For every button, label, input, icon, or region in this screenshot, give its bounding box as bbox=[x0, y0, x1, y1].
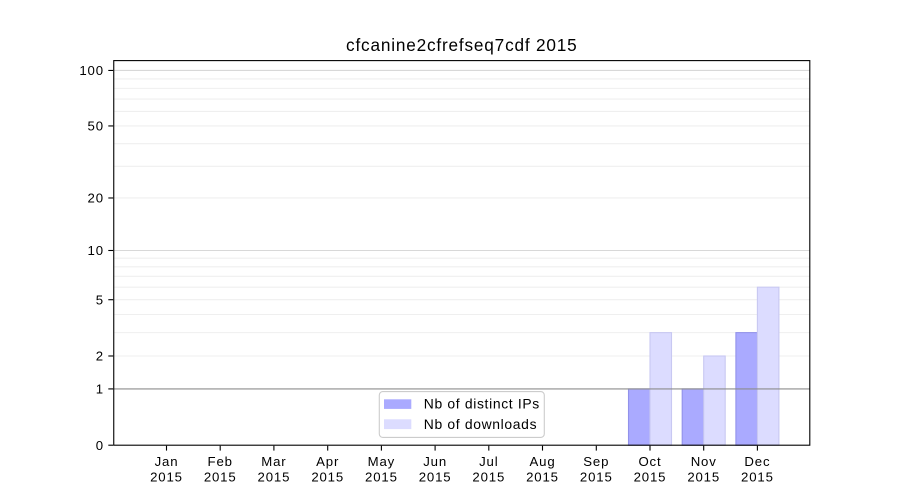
svg-text:2015: 2015 bbox=[204, 470, 237, 485]
svg-text:Jun: Jun bbox=[423, 454, 447, 469]
svg-text:50: 50 bbox=[88, 119, 104, 134]
svg-text:May: May bbox=[368, 454, 395, 469]
svg-text:0: 0 bbox=[96, 438, 104, 453]
svg-text:2015: 2015 bbox=[419, 470, 452, 485]
svg-text:5: 5 bbox=[96, 292, 104, 307]
svg-text:2015: 2015 bbox=[472, 470, 505, 485]
svg-text:Mar: Mar bbox=[261, 454, 286, 469]
svg-text:Feb: Feb bbox=[208, 454, 233, 469]
svg-text:Aug: Aug bbox=[529, 454, 555, 469]
svg-text:2015: 2015 bbox=[365, 470, 398, 485]
svg-text:2015: 2015 bbox=[526, 470, 559, 485]
svg-text:Jul: Jul bbox=[479, 454, 498, 469]
svg-text:Dec: Dec bbox=[744, 454, 770, 469]
svg-text:10: 10 bbox=[88, 243, 104, 258]
svg-text:Apr: Apr bbox=[316, 454, 339, 469]
svg-text:Nb of distinct IPs: Nb of distinct IPs bbox=[424, 396, 540, 412]
svg-text:2015: 2015 bbox=[311, 470, 344, 485]
svg-text:20: 20 bbox=[88, 191, 104, 206]
svg-text:2015: 2015 bbox=[580, 470, 613, 485]
svg-text:2015: 2015 bbox=[258, 470, 291, 485]
svg-text:Jan: Jan bbox=[155, 454, 179, 469]
svg-text:2015: 2015 bbox=[634, 470, 667, 485]
svg-text:100: 100 bbox=[79, 63, 104, 78]
svg-text:2015: 2015 bbox=[687, 470, 720, 485]
svg-text:Oct: Oct bbox=[638, 454, 661, 469]
svg-text:2: 2 bbox=[96, 349, 104, 364]
svg-text:2015: 2015 bbox=[150, 470, 183, 485]
svg-text:Nb of downloads: Nb of downloads bbox=[424, 416, 537, 432]
svg-text:Nov: Nov bbox=[691, 454, 717, 469]
svg-text:cfcanine2cfrefseq7cdf 2015: cfcanine2cfrefseq7cdf 2015 bbox=[346, 35, 578, 55]
svg-text:Sep: Sep bbox=[583, 454, 609, 469]
svg-text:2015: 2015 bbox=[741, 470, 774, 485]
svg-text:1: 1 bbox=[96, 382, 104, 397]
